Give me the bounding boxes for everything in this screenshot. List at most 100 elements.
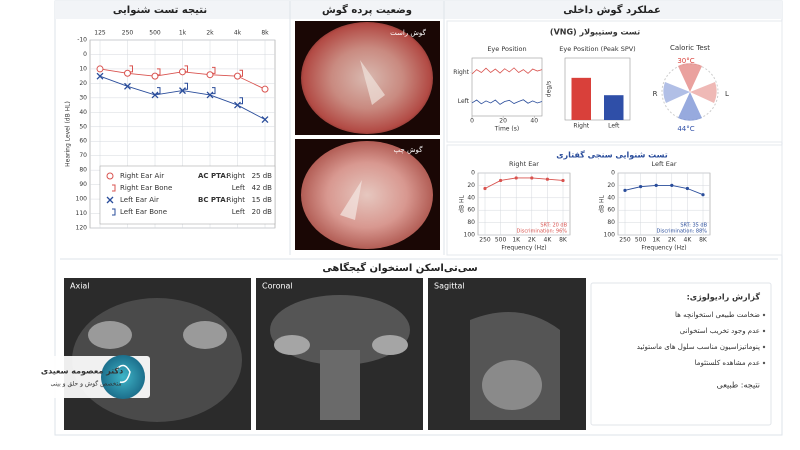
x-tick-label: 40: [530, 118, 538, 125]
caloric-wedge: [690, 82, 717, 103]
x-tick-label: 250: [619, 237, 631, 244]
marker: [239, 69, 243, 77]
x-tick-label: 250: [122, 30, 134, 37]
y-tick-label: 110: [76, 210, 88, 217]
y-tick-label: 20: [79, 80, 87, 87]
annotation: SRT: 35 dB: [680, 223, 707, 229]
x-tick-label: 4K: [544, 237, 553, 244]
x-tick-label: 500: [495, 237, 507, 244]
annotation: Discrimination: 96%: [517, 229, 568, 235]
report-item: ضخامت طبیعی استخوانچه ها: [675, 311, 760, 319]
trace-line: [471, 99, 543, 105]
caloric-wedge: [678, 63, 702, 92]
x-tick-label: 4k: [234, 30, 242, 37]
y-axis-title: deg/s: [546, 81, 553, 97]
y-tick-label: 20: [467, 182, 475, 189]
pta-label: BC PTA:: [198, 196, 229, 204]
x-tick-label: 2K: [668, 237, 677, 244]
y-tick-label: 10: [79, 65, 87, 72]
y-tick-label: 70: [79, 152, 87, 159]
x-tick-label: 8K: [699, 237, 708, 244]
marker: [639, 185, 643, 189]
legend-label: Left Ear Bone: [120, 208, 167, 216]
marker: [654, 183, 658, 187]
bullet: [762, 329, 766, 333]
ct-sagittal: Sagittal: [428, 278, 586, 430]
logo-specialty: متخصص گوش و حلق و بینی: [50, 380, 121, 388]
marker: [129, 65, 133, 73]
x-tick-label: 2k: [206, 30, 214, 37]
caloric-label: 30°C: [677, 57, 694, 65]
bar: [571, 77, 591, 120]
photo-label: گوش چپ: [394, 145, 424, 154]
header-bar: [55, 1, 782, 19]
pta-value: Left 20 dB: [232, 208, 272, 216]
pta-label: AC PTA:: [198, 172, 229, 180]
report-box: [590, 282, 772, 426]
x-tick-label: 8k: [261, 30, 269, 37]
section-title: عملکرد گوش داخلی: [563, 3, 661, 16]
y-tick-label: 60: [79, 138, 87, 145]
y-tick-label: 80: [79, 167, 87, 174]
marker: [206, 91, 214, 99]
section-title: سی‌تی‌اسکن استخوان گیجگاهی: [322, 261, 478, 274]
caloric-title: Caloric Test: [670, 44, 710, 52]
x-tick-label: Right: [573, 123, 589, 130]
bullet: [762, 345, 766, 349]
section-title: نتیجه تست شنوایی: [113, 5, 207, 16]
annotation: Discrimination: 88%: [657, 229, 708, 235]
marker: [545, 177, 550, 181]
marker: [514, 176, 518, 180]
panel-title: تست شنوایی سنجی گفتاری: [556, 150, 668, 160]
caloric-ring: [661, 63, 719, 121]
marker: [483, 186, 487, 191]
plot-area: [564, 57, 631, 121]
caloric-label: L: [725, 90, 729, 98]
x-tick-label: 500: [149, 30, 161, 37]
caloric-wedge: [678, 92, 702, 121]
legend-marker: [106, 196, 114, 204]
bar: [604, 95, 624, 120]
bullet: [762, 313, 766, 317]
ct-coronal: Coronal: [256, 278, 423, 430]
eardrum: [301, 141, 433, 249]
marker: [212, 87, 216, 95]
y-tick-label: 50: [79, 123, 87, 130]
bullet: [762, 361, 766, 365]
x-tick-label: 125: [94, 30, 106, 37]
malleus: [360, 60, 385, 105]
x-tick-label: 1k: [179, 30, 187, 37]
marker: [685, 186, 690, 191]
marker: [157, 87, 161, 95]
ct-shape: [88, 321, 132, 349]
x-tick-label: Left: [608, 123, 620, 130]
y-tick-label: 100: [604, 232, 616, 239]
y-tick-label: 40: [467, 194, 475, 201]
marker: [151, 72, 159, 80]
y-tick-label: 120: [76, 225, 88, 232]
report-item: عدم مشاهده کلستئوما: [695, 359, 760, 367]
marker: [212, 66, 216, 74]
malleus: [340, 180, 362, 220]
ct-shape: [482, 360, 542, 410]
marker: [239, 97, 243, 105]
marker: [96, 65, 104, 73]
y-tick-label: 40: [607, 194, 615, 201]
section-title: وضعیت پرده گوش: [322, 3, 412, 16]
y-tick-label: 100: [464, 232, 476, 239]
marker: [206, 71, 214, 79]
ct-shape: [183, 321, 227, 349]
marker: [124, 69, 131, 77]
report-item: عدم وجود تخریب استخوانی: [680, 327, 760, 335]
y-tick-label: 20: [607, 182, 615, 189]
x-tick-label: 0: [470, 118, 474, 125]
marker: [157, 68, 161, 76]
caloric-label: 44°C: [677, 125, 694, 133]
caloric-label: R: [653, 90, 658, 98]
marker: [184, 65, 188, 73]
logo-mark: [101, 355, 145, 399]
x-tick-label: 20: [499, 118, 507, 125]
logo-ear: [115, 364, 131, 384]
x-axis-title: Time (s): [494, 126, 519, 133]
